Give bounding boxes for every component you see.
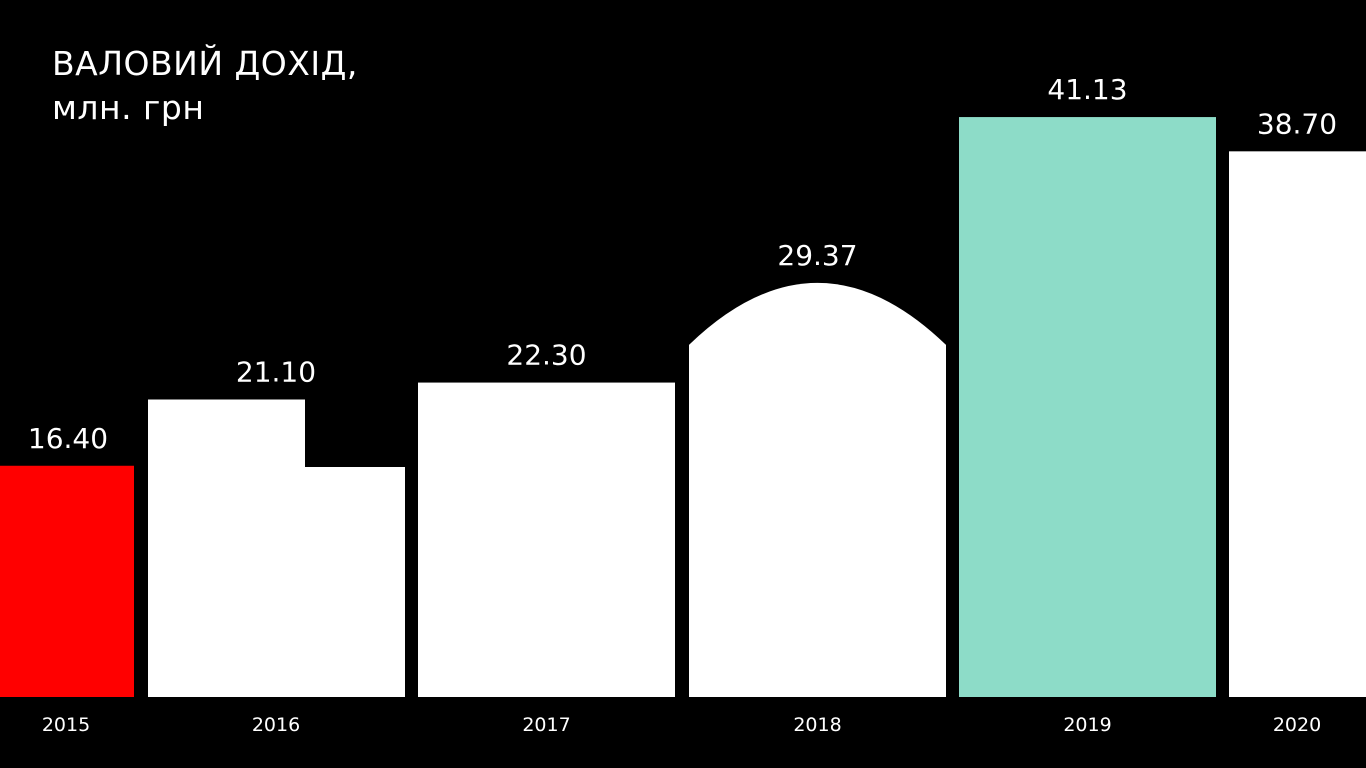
bars-group [0,117,1366,697]
bar-2020 [1229,151,1366,697]
bar-2015 [0,465,134,697]
value-label-2015: 16.40 [28,422,108,455]
year-label-2019: 2019 [1063,714,1111,736]
chart-title-line: ВАЛОВИЙ ДОХІД, [52,44,358,83]
value-label-2020: 38.70 [1257,107,1337,140]
year-label-2015: 2015 [42,714,90,736]
chart-title: ВАЛОВИЙ ДОХІД, млн. грн [52,42,358,130]
value-label-2016: 21.10 [236,355,316,388]
year-label-2018: 2018 [793,714,841,736]
bar-2018 [689,282,946,697]
year-label-2016: 2016 [252,714,300,736]
chart-subtitle: млн. грн [52,88,205,127]
value-label-2017: 22.30 [506,339,586,372]
year-label-2020: 2020 [1273,714,1321,736]
year-label-2017: 2017 [522,714,570,736]
value-label-2018: 29.37 [777,239,857,272]
year-labels-group: 2015 2016 2017 2018 2019 2020 [42,714,1321,736]
value-label-2019: 41.13 [1047,73,1127,106]
value-labels-group: 16.40 21.10 22.30 29.37 41.13 38.70 [28,73,1337,455]
bar-2017 [418,382,675,697]
bar-2016 [148,399,405,697]
bar-2019 [959,117,1216,697]
